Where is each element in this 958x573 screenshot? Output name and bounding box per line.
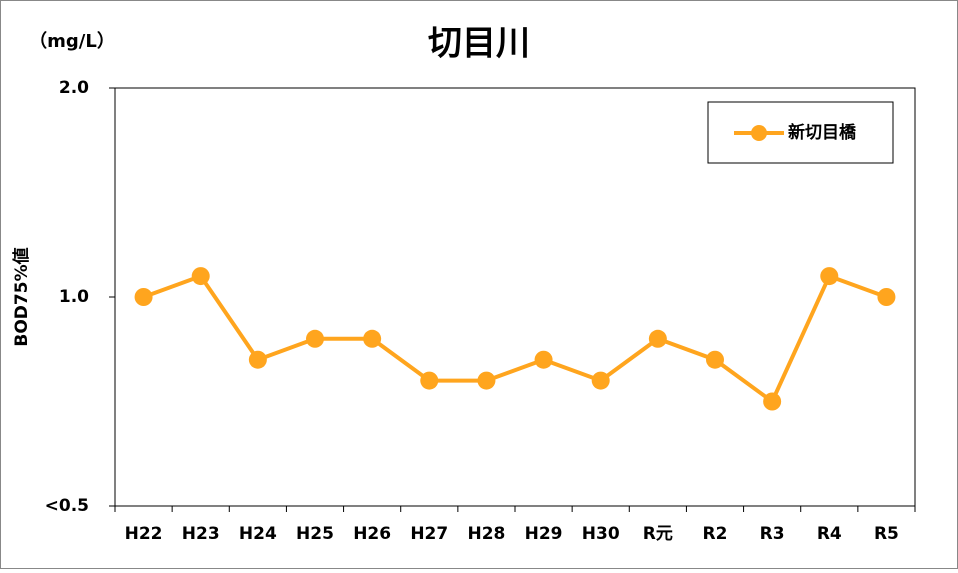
legend-marker xyxy=(751,125,767,141)
chart-title: 切目川 xyxy=(428,24,530,64)
series-line xyxy=(142,273,888,405)
x-tick-label: H24 xyxy=(239,524,277,544)
x-tick-label: H22 xyxy=(125,524,163,544)
data-point xyxy=(763,392,782,411)
x-tick-label: H30 xyxy=(582,524,620,544)
y-axis-label: BOD75%値 xyxy=(11,247,32,346)
data-point xyxy=(648,329,667,348)
x-tick-label: R4 xyxy=(817,524,842,544)
data-point xyxy=(363,329,382,348)
data-point xyxy=(191,267,210,286)
x-tick-label: R2 xyxy=(703,524,728,544)
x-tick-label: H27 xyxy=(410,524,448,544)
data-point xyxy=(820,267,839,286)
y-tick-label: <0.5 xyxy=(45,496,89,516)
data-point xyxy=(306,329,324,348)
x-tick-label: H26 xyxy=(353,524,391,544)
unit-label: （mg/L） xyxy=(29,31,115,52)
x-tick-label: H28 xyxy=(467,524,505,544)
data-point xyxy=(534,350,553,369)
x-tick-label: R5 xyxy=(874,524,899,544)
x-tick-label: H29 xyxy=(525,524,563,544)
x-tick-label: R3 xyxy=(760,524,785,544)
legend-label: 新切目橋 xyxy=(788,122,857,143)
data-point xyxy=(591,371,610,390)
x-tick-label: H25 xyxy=(296,524,334,544)
x-tick-label: R元 xyxy=(643,524,673,544)
data-point xyxy=(877,288,896,306)
data-point xyxy=(706,350,724,369)
data-point xyxy=(248,350,267,369)
y-tick-label: 2.0 xyxy=(59,78,89,98)
data-point xyxy=(134,288,153,306)
y-tick-label: 1.0 xyxy=(59,287,89,307)
x-tick-label: H23 xyxy=(182,524,220,544)
data-point xyxy=(477,371,496,390)
data-point xyxy=(420,371,439,390)
